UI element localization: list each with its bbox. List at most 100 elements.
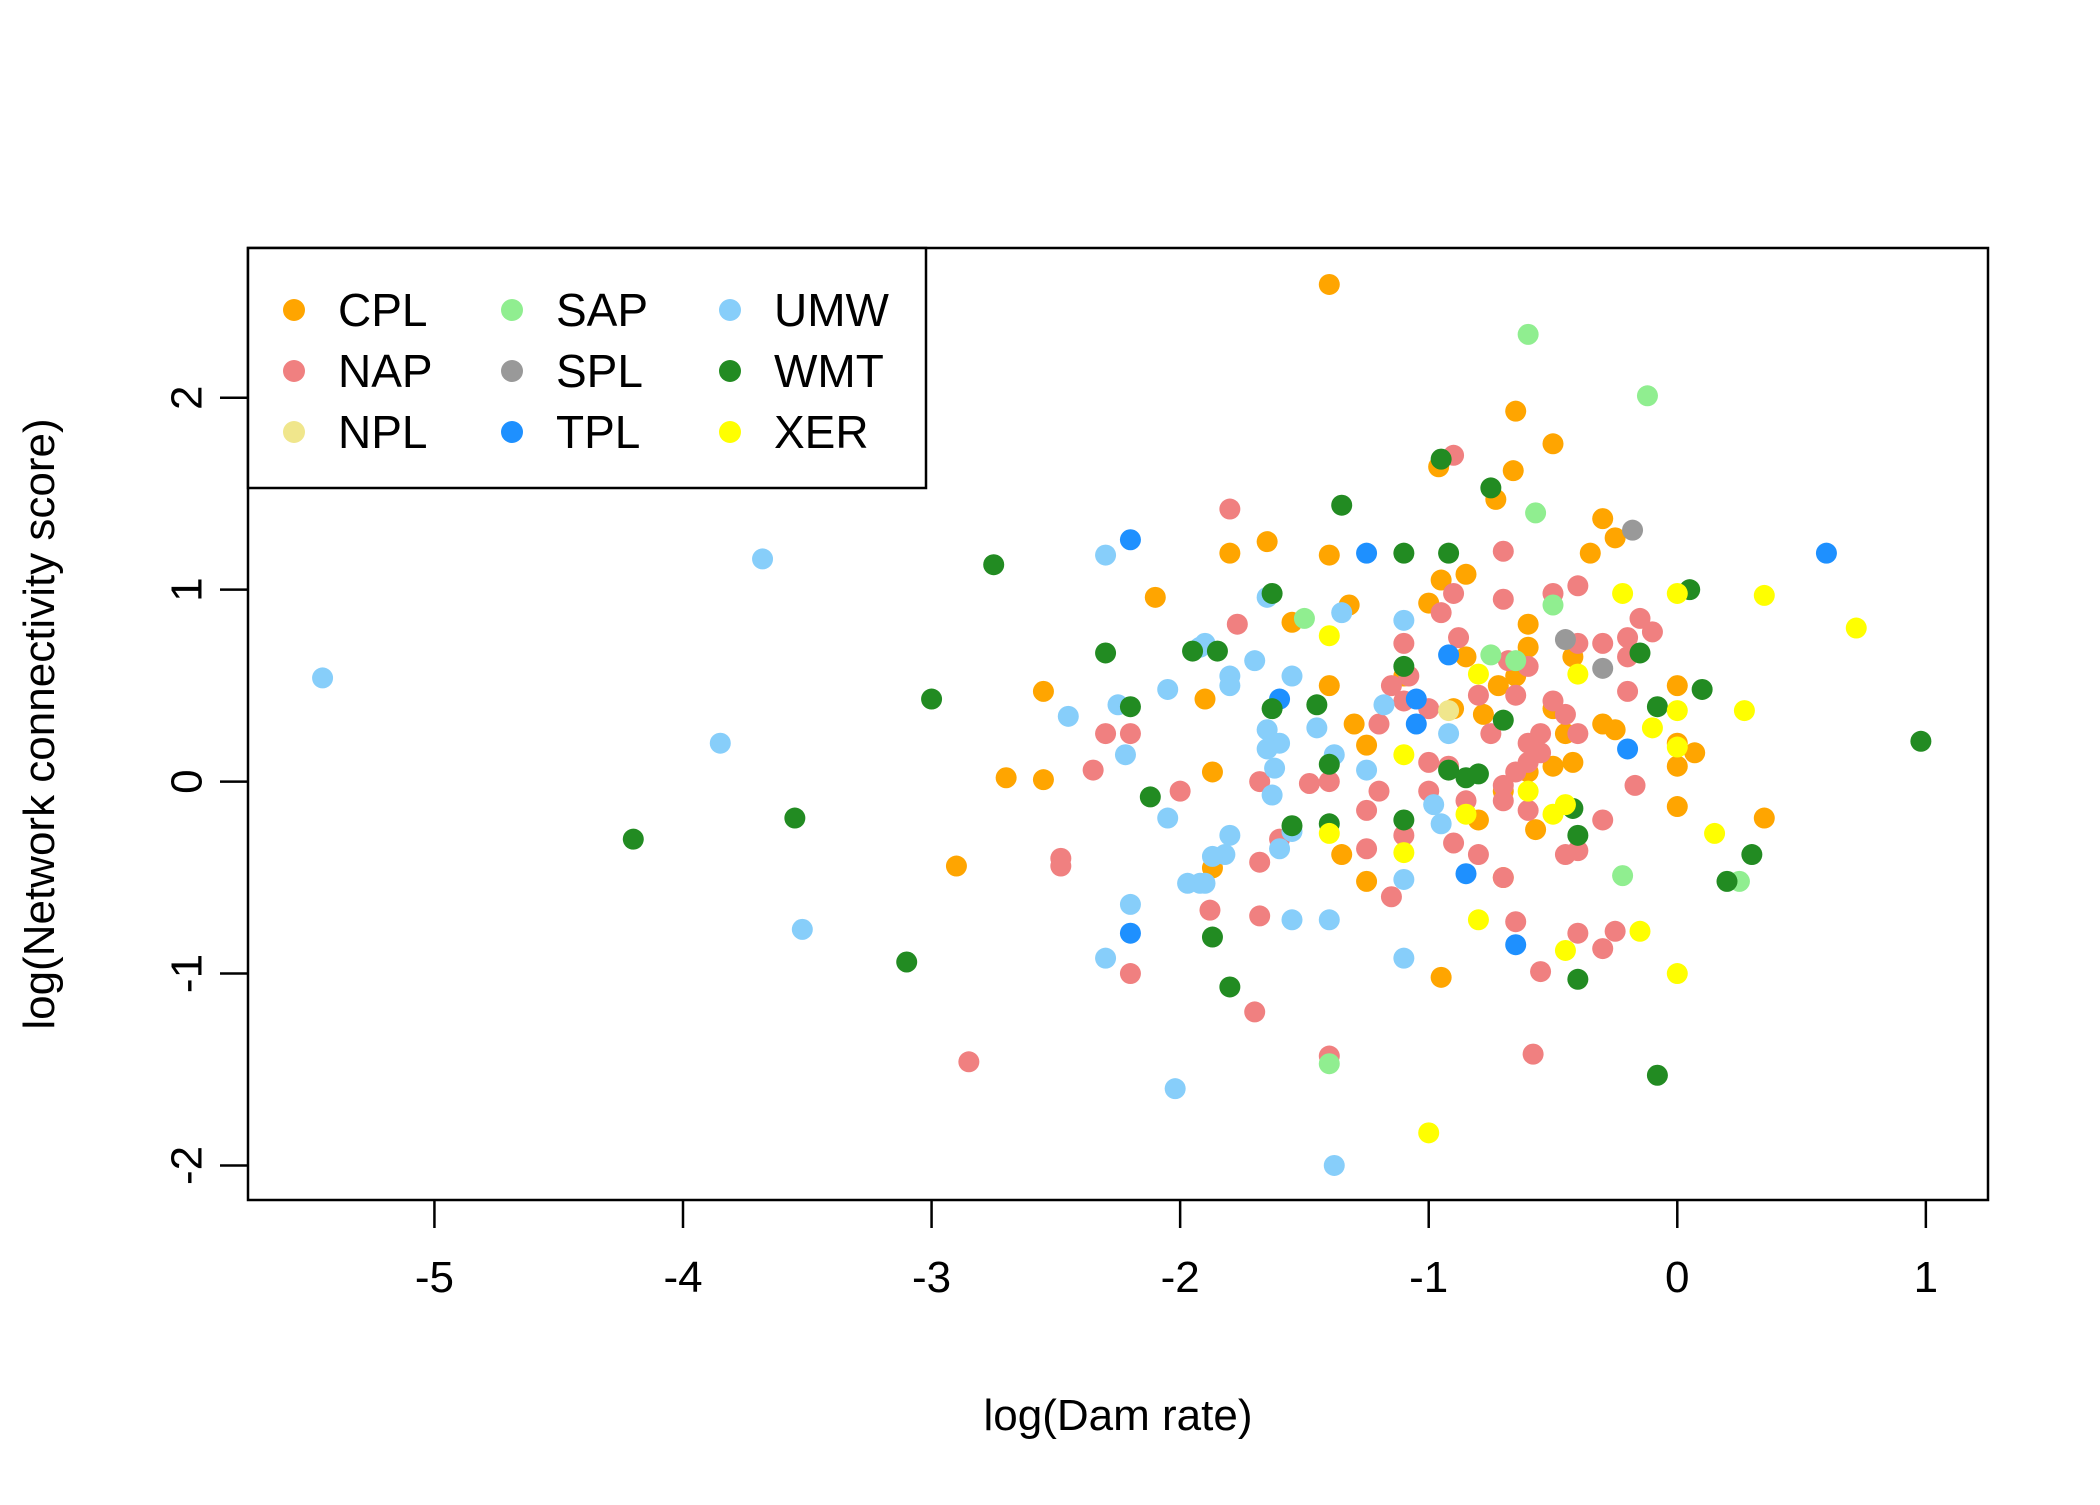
data-point-wmt bbox=[1393, 542, 1415, 564]
data-point-nap bbox=[1298, 773, 1320, 794]
data-point-cpl bbox=[1579, 542, 1601, 564]
data-point-nap bbox=[1119, 963, 1141, 985]
legend-label-nap: NAP bbox=[338, 345, 433, 397]
y-axis-label: log(Network connectivity score) bbox=[15, 418, 64, 1029]
data-point-umw bbox=[791, 918, 813, 940]
data-point-umw bbox=[1114, 744, 1136, 766]
data-point-nap bbox=[1226, 613, 1248, 635]
data-point-wmt bbox=[1467, 763, 1489, 785]
data-point-cpl bbox=[1256, 531, 1278, 553]
data-point-wmt bbox=[1646, 1064, 1668, 1086]
data-point-xer bbox=[1418, 1122, 1440, 1144]
data-point-nap bbox=[1505, 911, 1527, 933]
data-point-cpl bbox=[1356, 870, 1378, 892]
data-point-wmt bbox=[1567, 968, 1589, 990]
data-point-wmt bbox=[1306, 694, 1328, 716]
data-point-tpl bbox=[1405, 713, 1427, 735]
data-point-wmt bbox=[1139, 786, 1161, 808]
data-point-cpl bbox=[1194, 688, 1216, 710]
data-point-nap bbox=[1480, 723, 1502, 745]
data-point-nap bbox=[1380, 886, 1402, 908]
data-point-xer bbox=[1666, 963, 1688, 985]
data-point-tpl bbox=[1356, 542, 1378, 564]
data-point-nap bbox=[958, 1051, 980, 1073]
data-point-umw bbox=[1119, 893, 1141, 915]
data-point-umw bbox=[1323, 1154, 1345, 1176]
x-tick-label: 0 bbox=[1665, 1253, 1689, 1302]
data-point-wmt bbox=[1393, 655, 1415, 677]
data-point-umw bbox=[1393, 947, 1415, 969]
x-axis-label: log(Dam rate) bbox=[984, 1391, 1253, 1440]
data-point-wmt bbox=[1393, 809, 1415, 831]
data-point-tpl bbox=[1119, 529, 1141, 551]
legend-marker-spl bbox=[501, 360, 523, 382]
data-point-spl bbox=[1592, 657, 1614, 679]
data-point-nap bbox=[1517, 799, 1539, 821]
data-point-wmt bbox=[1119, 696, 1141, 718]
data-point-cpl bbox=[1430, 966, 1452, 988]
x-tick-label: -1 bbox=[1409, 1253, 1448, 1302]
data-point-nap bbox=[1318, 771, 1340, 793]
data-point-xer bbox=[1641, 717, 1663, 739]
data-point-nap bbox=[1467, 844, 1489, 866]
data-point-cpl bbox=[1356, 734, 1378, 756]
data-point-cpl bbox=[1318, 273, 1340, 295]
series-umw bbox=[312, 544, 1460, 1176]
series-tpl bbox=[1119, 529, 1837, 956]
data-point-sap bbox=[1480, 644, 1502, 666]
data-point-umw bbox=[1244, 650, 1266, 672]
x-tick-label: -5 bbox=[415, 1253, 454, 1302]
legend-label-npl: NPL bbox=[338, 406, 427, 458]
legend-label-spl: SPL bbox=[556, 345, 643, 397]
series-spl bbox=[1554, 519, 1644, 679]
data-point-nap bbox=[1492, 540, 1514, 562]
data-point-xer bbox=[1542, 803, 1564, 825]
data-point-cpl bbox=[1525, 819, 1547, 841]
data-point-xer bbox=[1567, 663, 1589, 685]
data-point-cpl bbox=[1666, 675, 1688, 697]
data-point-xer bbox=[1753, 584, 1775, 606]
data-point-umw bbox=[1219, 824, 1241, 846]
data-point-nap bbox=[1641, 621, 1663, 643]
data-point-nap bbox=[1567, 723, 1589, 745]
x-axis: -5 -4 -3 -2 -1 0 1 bbox=[415, 1200, 1938, 1302]
data-point-umw bbox=[752, 548, 774, 570]
data-point-wmt bbox=[1095, 642, 1117, 664]
data-point-nap bbox=[1592, 632, 1614, 654]
legend-label-xer: XER bbox=[774, 406, 869, 458]
data-point-cpl bbox=[1604, 527, 1626, 549]
data-point-nap bbox=[1119, 723, 1141, 745]
data-point-umw bbox=[1164, 1078, 1186, 1100]
legend-marker-nap bbox=[283, 360, 305, 382]
data-point-umw bbox=[1393, 868, 1415, 890]
data-point-nap bbox=[1082, 759, 1104, 781]
data-point-wmt bbox=[1201, 926, 1223, 948]
data-point-umw bbox=[1157, 807, 1179, 829]
data-point-xer bbox=[1393, 842, 1415, 864]
data-point-nap bbox=[1050, 855, 1072, 877]
data-point-umw bbox=[1281, 909, 1303, 931]
data-point-umw bbox=[1264, 757, 1286, 779]
series-nap bbox=[958, 444, 1663, 1073]
data-point-nap bbox=[1219, 498, 1241, 520]
data-point-sap bbox=[1293, 607, 1315, 629]
y-tick-label: 1 bbox=[162, 577, 211, 601]
data-point-xer bbox=[1467, 909, 1489, 931]
data-point-nap bbox=[1505, 761, 1527, 783]
data-point-cpl bbox=[1505, 400, 1527, 422]
data-point-wmt bbox=[1331, 494, 1353, 516]
data-point-sap bbox=[1636, 385, 1658, 407]
data-point-cpl bbox=[1517, 613, 1539, 635]
data-point-umw bbox=[1194, 872, 1216, 894]
data-point-sap bbox=[1542, 594, 1564, 616]
data-point-wmt bbox=[1281, 815, 1303, 837]
data-point-cpl bbox=[1144, 586, 1166, 608]
series-xer bbox=[1318, 582, 1867, 1144]
data-point-sap bbox=[1612, 865, 1634, 887]
data-point-cpl bbox=[1032, 769, 1054, 791]
data-point-nap bbox=[1617, 680, 1639, 702]
data-point-wmt bbox=[1646, 696, 1668, 718]
y-tick-label: 0 bbox=[162, 769, 211, 793]
